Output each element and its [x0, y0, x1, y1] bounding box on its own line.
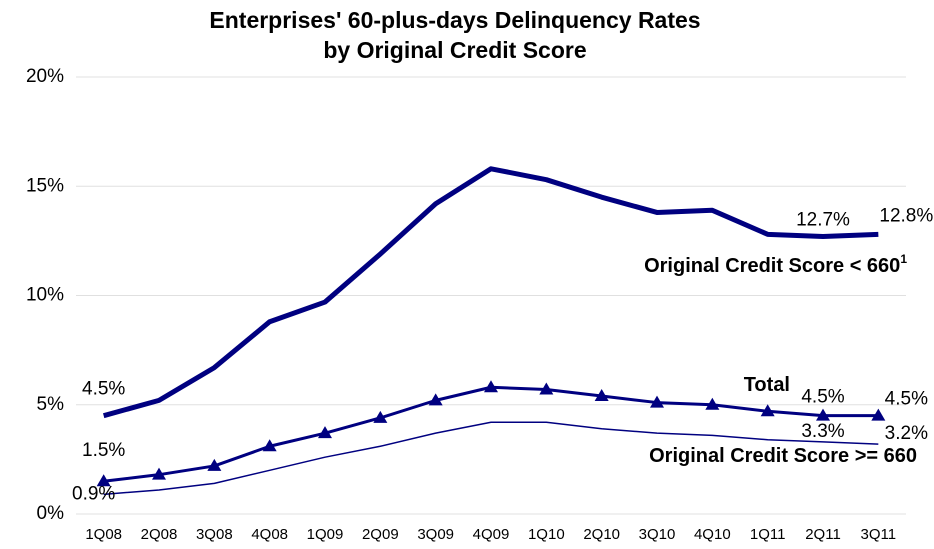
marker [594, 389, 609, 402]
x-tick-label: 3Q08 [196, 526, 233, 543]
marker [871, 408, 886, 421]
chart-title: by Original Credit Score [323, 37, 586, 63]
marker [539, 382, 554, 395]
value-label: 0.9% [72, 483, 115, 504]
y-tick-label: 0% [37, 503, 65, 524]
x-tick-label: 3Q11 [861, 526, 897, 543]
series-line [103, 421, 879, 496]
marker [96, 474, 111, 487]
value-label: 12.8% [879, 205, 933, 226]
y-tick-label: 5% [37, 394, 65, 415]
x-tick-label: 4Q09 [473, 526, 510, 543]
marker [650, 395, 664, 408]
x-tick-label: 1Q11 [750, 526, 786, 543]
value-label: 1.5% [82, 440, 125, 461]
value-label: 4.5% [82, 379, 125, 400]
footnote-marker: 1 [900, 252, 907, 266]
marker [207, 458, 222, 471]
series-label: Total [744, 374, 790, 396]
marker [484, 380, 498, 393]
series-name: Original Credit Score < 660 [644, 255, 900, 277]
series-name: Original Credit Score >= 660 [649, 445, 917, 467]
y-tick-label: 20% [26, 66, 64, 87]
marker [705, 397, 720, 410]
x-tick-label: 3Q09 [417, 526, 454, 543]
chart-title: Enterprises' 60-plus-days Delinquency Ra… [209, 7, 700, 33]
x-tick-label: 2Q08 [141, 526, 178, 543]
x-tick-label: 2Q10 [583, 526, 620, 543]
series-name: Total [744, 374, 790, 396]
x-tick-label: 4Q10 [694, 526, 731, 543]
x-tick-label: 3Q10 [639, 526, 676, 543]
value-label: 3.2% [885, 423, 928, 444]
value-label: 4.5% [885, 389, 928, 410]
value-label: 3.3% [801, 421, 844, 442]
value-label: 12.7% [796, 210, 850, 231]
marker [760, 404, 775, 417]
x-tick-label: 1Q08 [85, 526, 122, 543]
marker [373, 410, 388, 423]
y-tick-label: 15% [26, 175, 64, 196]
series-line [103, 166, 879, 419]
x-tick-label: 1Q10 [528, 526, 565, 543]
x-tick-label: 2Q11 [805, 526, 841, 543]
marker [318, 426, 332, 439]
marker [816, 408, 830, 421]
y-tick-label: 10% [26, 285, 64, 306]
marker [428, 393, 443, 406]
marker [152, 467, 166, 480]
value-label: 4.5% [801, 387, 844, 408]
x-tick-label: 4Q08 [251, 526, 288, 543]
marker [262, 439, 277, 452]
series-label: Original Credit Score < 6601 [644, 252, 907, 277]
x-tick-label: 1Q09 [307, 526, 344, 543]
series-label: Original Credit Score >= 660 [649, 445, 917, 467]
x-tick-label: 2Q09 [362, 526, 399, 543]
